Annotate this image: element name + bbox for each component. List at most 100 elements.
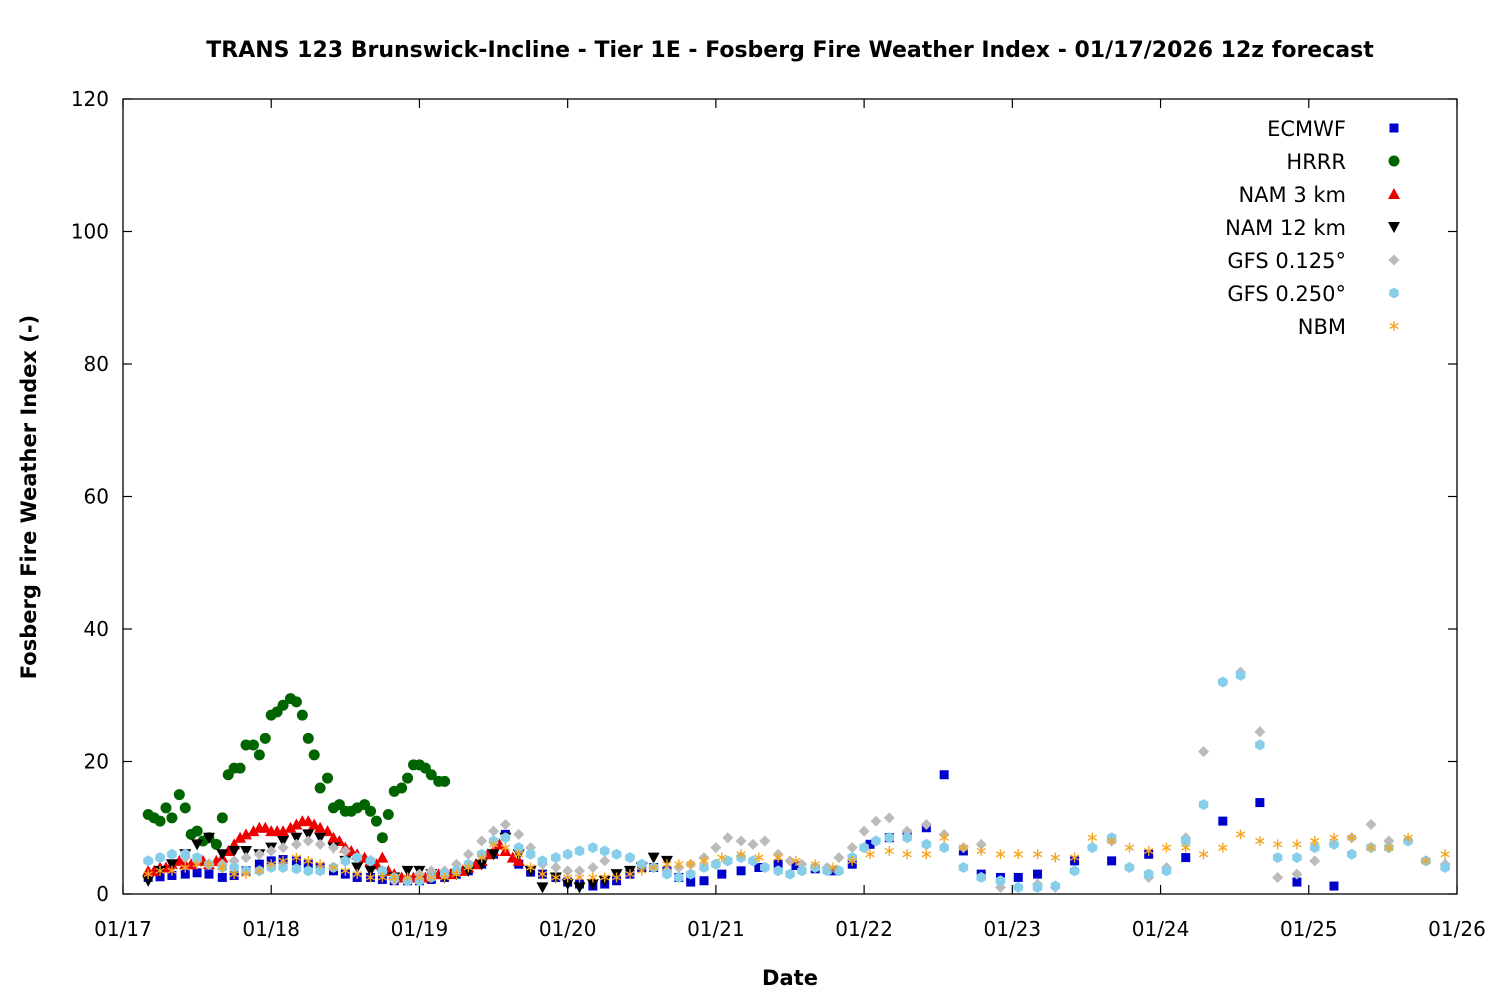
- point-nbm-stroke: [439, 874, 450, 881]
- point-nbm-stroke: [352, 871, 362, 878]
- point-nbm-stroke: [685, 861, 696, 868]
- point-nbm-stroke: [754, 854, 764, 861]
- x-tick-label: 01/18: [242, 917, 300, 941]
- point-nam-12-km: [401, 865, 414, 877]
- point-nbm: [229, 869, 239, 880]
- point-nbm: [1032, 849, 1043, 860]
- point-gfs-0-250: [551, 852, 561, 864]
- point-gfs-0-125: [587, 862, 599, 873]
- point-gfs-0-250: [1235, 669, 1246, 681]
- point-gfs-0-125: [735, 835, 747, 847]
- point-gfs-0-125: [476, 835, 488, 847]
- point-hrrr: [179, 802, 191, 814]
- point-hrrr: [382, 809, 394, 820]
- point-nam-3-km: [259, 821, 272, 833]
- point-gfs-0-250: [1198, 799, 1209, 811]
- point-nbm: [902, 849, 912, 860]
- point-ecmwf: [865, 839, 875, 849]
- point-nam-12-km: [351, 862, 364, 874]
- point-nbm-stroke: [562, 874, 573, 881]
- point-gfs-0-125: [1365, 818, 1377, 830]
- point-nam-3-km: [302, 815, 315, 827]
- point-nbm-stroke: [426, 874, 437, 881]
- point-nbm: [426, 872, 437, 883]
- point-nbm-stroke: [340, 867, 351, 874]
- axis-ticks: 01/17 01/18 01/19 01/20 01/21 01/22 01/23 01/24…: [71, 87, 1486, 941]
- point-gfs-0-125: [277, 842, 289, 854]
- point-ecmwf: [736, 866, 746, 876]
- point-nbm-stroke: [514, 851, 524, 858]
- point-gfs-0-250: [143, 855, 153, 867]
- point-gfs-0-125: [290, 838, 302, 850]
- point-nbm: [365, 872, 376, 883]
- point-nbm: [685, 859, 696, 870]
- legend-marker-gfs-0-250: [1389, 287, 1399, 299]
- point-nbm: [588, 872, 598, 883]
- point-hrrr: [296, 709, 308, 721]
- point-nam-3-km: [327, 831, 340, 843]
- point-gfs-0-250: [773, 865, 783, 877]
- point-gfs-0-250: [685, 868, 696, 880]
- point-gfs-0-125: [253, 848, 265, 860]
- point-nbm: [1255, 836, 1265, 846]
- point-gfs-0-125: [513, 828, 525, 840]
- point-nbm: [1235, 829, 1246, 840]
- point-gfs-0-250: [611, 848, 622, 860]
- point-nbm: [1366, 842, 1376, 853]
- point-nbm-stroke: [588, 874, 598, 881]
- point-nbm: [204, 859, 214, 870]
- point-gfs-0-250: [574, 845, 585, 857]
- point-gfs-0-250: [180, 848, 190, 860]
- point-nbm-stroke: [902, 851, 912, 858]
- point-gfs-0-125: [1272, 871, 1284, 883]
- point-gfs-0-250: [1440, 862, 1450, 873]
- point-nbm-stroke: [1181, 844, 1191, 851]
- point-gfs-0-250: [939, 842, 949, 854]
- point-ecmwf: [686, 877, 696, 887]
- legend-label-nam-12-km: NAM 12 km: [1225, 216, 1346, 240]
- point-nbm-stroke: [1235, 831, 1246, 838]
- point-nbm-stroke: [1106, 837, 1117, 845]
- point-ecmwf: [254, 859, 264, 869]
- point-nbm: [1384, 842, 1394, 853]
- y-tick-label: 40: [84, 617, 109, 641]
- point-nbm: [1050, 852, 1061, 863]
- point-hrrr: [370, 815, 382, 827]
- point-gfs-0-250: [1161, 865, 1172, 877]
- legend-marker-gfs-0-125: [1388, 254, 1400, 266]
- point-nbm-stroke: [389, 874, 399, 881]
- x-tick-label: 01/23: [984, 917, 1042, 941]
- point-nbm-stroke: [1384, 844, 1394, 851]
- point-nbm-stroke: [611, 874, 622, 881]
- point-nbm: [1403, 832, 1413, 843]
- point-nbm-stroke: [229, 871, 239, 878]
- point-gfs-0-250: [1050, 880, 1061, 892]
- legend-marker-hrrr: [1388, 155, 1400, 167]
- point-nam-12-km: [290, 832, 303, 844]
- point-nbm-stroke: [217, 864, 228, 871]
- point-gfs-0-250: [1143, 868, 1154, 880]
- point-nam-12-km: [536, 882, 549, 894]
- point-gfs-0-250: [155, 852, 165, 864]
- point-hrrr: [277, 699, 289, 711]
- point-nbm-stroke: [1329, 834, 1339, 841]
- point-gfs-0-250: [1013, 881, 1023, 893]
- point-nbm: [1143, 845, 1154, 856]
- legend: ECMWF HRRR NAM 3 km NAM 12 km GFS 0.125° GFS …: [1225, 117, 1400, 339]
- y-tick-label: 0: [96, 882, 109, 906]
- point-nam-12-km: [228, 845, 241, 857]
- point-nbm-stroke: [773, 854, 783, 861]
- point-nbm-stroke: [791, 857, 801, 864]
- point-gfs-0-250: [674, 871, 684, 883]
- point-nbm: [611, 872, 622, 883]
- point-nbm: [1087, 832, 1098, 843]
- point-nbm-stroke: [1292, 841, 1302, 848]
- point-nam-3-km: [173, 854, 186, 866]
- point-gfs-0-250: [834, 865, 844, 877]
- point-gfs-0-125: [302, 835, 314, 847]
- point-hrrr: [314, 782, 326, 794]
- point-nam-3-km: [247, 825, 260, 837]
- point-nam-12-km: [240, 845, 253, 857]
- series-gfs-0-250: [143, 669, 1450, 893]
- series-hrrr: [142, 693, 451, 850]
